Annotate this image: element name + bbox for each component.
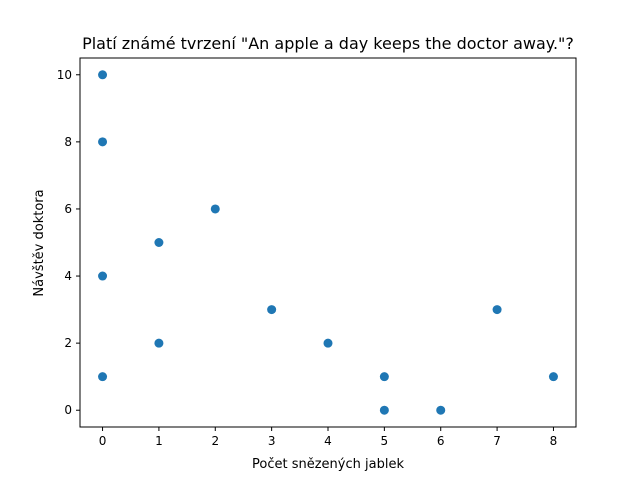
data-point xyxy=(98,70,108,80)
data-point xyxy=(267,305,277,315)
data-point xyxy=(154,238,164,247)
x-tick-label: 1 xyxy=(155,434,163,448)
y-tick-label: 2 xyxy=(64,336,72,350)
data-points xyxy=(98,70,558,415)
data-point xyxy=(98,372,108,382)
y-tick-label: 0 xyxy=(64,403,72,417)
data-point xyxy=(492,305,502,315)
data-point xyxy=(154,338,164,348)
y-axis-label: Návštěv doktora xyxy=(32,189,47,296)
x-tick-label: 4 xyxy=(324,434,332,448)
chart-title: Platí známé tvrzení "An apple a day keep… xyxy=(82,34,574,53)
x-tick-label: 7 xyxy=(493,434,501,448)
x-tick-label: 2 xyxy=(211,434,219,448)
data-point xyxy=(98,271,108,281)
data-point xyxy=(379,405,389,415)
x-tick-label: 0 xyxy=(99,434,107,448)
y-tick-label: 8 xyxy=(64,135,72,149)
x-tick-label: 5 xyxy=(381,434,389,448)
y-tick-label: 10 xyxy=(57,68,72,82)
x-tick-label: 3 xyxy=(268,434,276,448)
y-axis-ticks: 0 2 4 6 8 10 xyxy=(57,68,80,417)
y-tick-label: 6 xyxy=(64,202,72,216)
data-point xyxy=(323,338,333,348)
data-point xyxy=(98,137,108,147)
x-axis-ticks: 0 1 2 3 4 5 6 7 8 xyxy=(99,427,558,448)
data-point xyxy=(548,372,558,382)
x-tick-label: 8 xyxy=(550,434,558,448)
x-tick-label: 6 xyxy=(437,434,445,448)
y-tick-label: 4 xyxy=(64,269,72,283)
data-point xyxy=(379,372,389,382)
x-axis-label: Počet snězených jablek xyxy=(252,457,404,472)
data-point xyxy=(210,204,220,214)
plot-frame xyxy=(79,57,577,428)
data-point xyxy=(436,405,446,415)
